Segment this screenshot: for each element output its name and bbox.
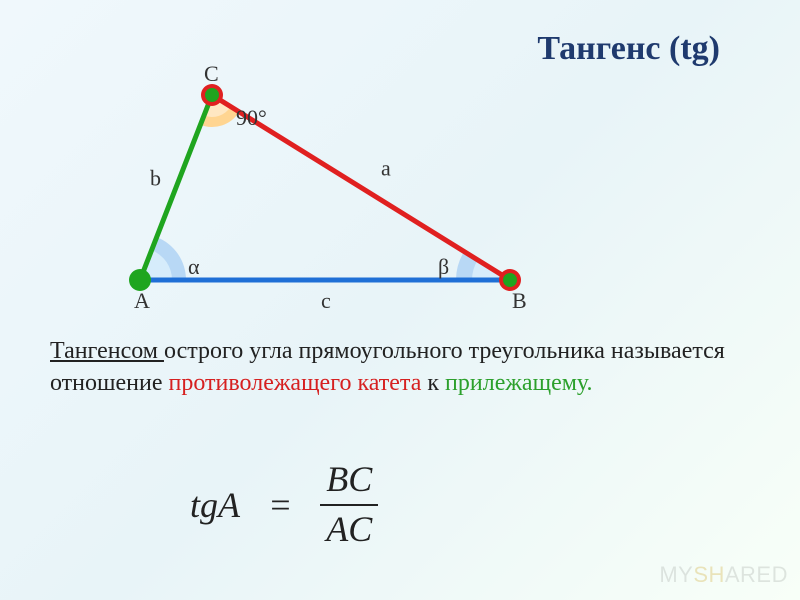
def-adjacent: прилежащему. — [445, 370, 592, 396]
watermark: MYSHARED — [659, 562, 788, 588]
svg-text:C: C — [204, 61, 219, 86]
formula: tgA = BC AC — [190, 460, 378, 549]
svg-text:β: β — [438, 254, 449, 279]
watermark-post: ARED — [725, 562, 788, 587]
svg-text:c: c — [321, 288, 331, 313]
watermark-pre: MY — [659, 562, 693, 587]
term: Тангенсом — [50, 338, 164, 364]
formula-eq: = — [268, 484, 292, 526]
def-part4: к — [421, 370, 445, 396]
def-opposite: противолежащего катета — [169, 370, 422, 396]
formula-fraction: BC AC — [320, 460, 378, 549]
svg-text:90°: 90° — [236, 105, 267, 130]
formula-denominator: AC — [320, 506, 378, 550]
watermark-accent: SH — [693, 562, 725, 587]
formula-numerator: BC — [320, 460, 378, 506]
svg-text:α: α — [188, 254, 200, 279]
svg-text:b: b — [150, 166, 161, 191]
definition-text: Тангенсом острого угла прямоугольного тр… — [50, 335, 740, 400]
svg-text:a: a — [381, 156, 391, 181]
page-title: Тангенс (tg) — [537, 30, 720, 68]
triangle-diagram: A B Ca b c α β 90° — [100, 50, 550, 330]
svg-text:A: A — [134, 288, 150, 313]
formula-lhs: tgA — [190, 484, 240, 526]
svg-text:B: B — [512, 288, 527, 313]
